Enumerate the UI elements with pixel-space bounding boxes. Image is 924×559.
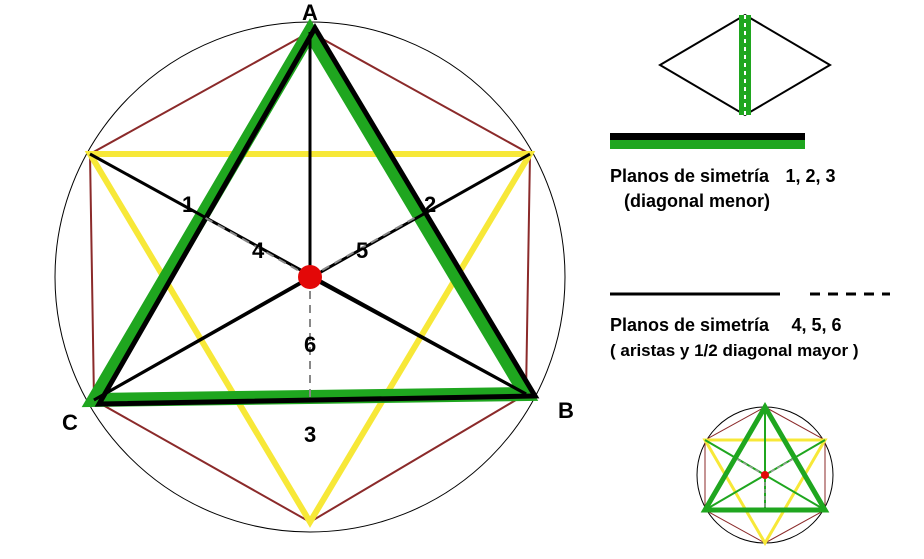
legend-bar-1 [610, 133, 810, 153]
legend-1a: Planos de simetría [610, 166, 769, 186]
vertex-C: C [62, 410, 78, 435]
num-1: 1 [182, 192, 194, 217]
legend-panel: Planos de simetría 1, 2, 3 (diagonal men… [610, 10, 910, 362]
legend-2c: ( aristas y 1/2 diagonal mayor ) [610, 339, 910, 363]
num-4: 4 [252, 238, 265, 263]
center-dot [298, 265, 322, 289]
vertex-A: A [302, 0, 318, 25]
main-symmetry-diagram: A B C 1 2 3 4 5 6 [10, 0, 610, 559]
legend-text-1: Planos de simetría 1, 2, 3 (diagonal men… [610, 164, 910, 214]
num-3: 3 [304, 422, 316, 447]
num-6: 6 [304, 332, 316, 357]
legend-1b: 1, 2, 3 [786, 166, 836, 186]
small-svg [690, 400, 840, 550]
legend-line-2 [610, 284, 900, 304]
vertex-B: B [558, 398, 574, 423]
num-5: 5 [356, 238, 368, 263]
triangle-up-black [99, 28, 535, 404]
legend-1c: (diagonal menor) [624, 189, 910, 214]
small-symmetry-diagram [690, 400, 840, 555]
num-2: 2 [424, 192, 436, 217]
legend-text-2: Planos de simetría 4, 5, 6 ( aristas y 1… [610, 313, 910, 362]
main-svg: A B C 1 2 3 4 5 6 [10, 0, 610, 554]
legend-rhombus [650, 10, 840, 120]
legend-2b: 4, 5, 6 [792, 315, 842, 335]
legend-2a: Planos de simetría [610, 315, 769, 335]
